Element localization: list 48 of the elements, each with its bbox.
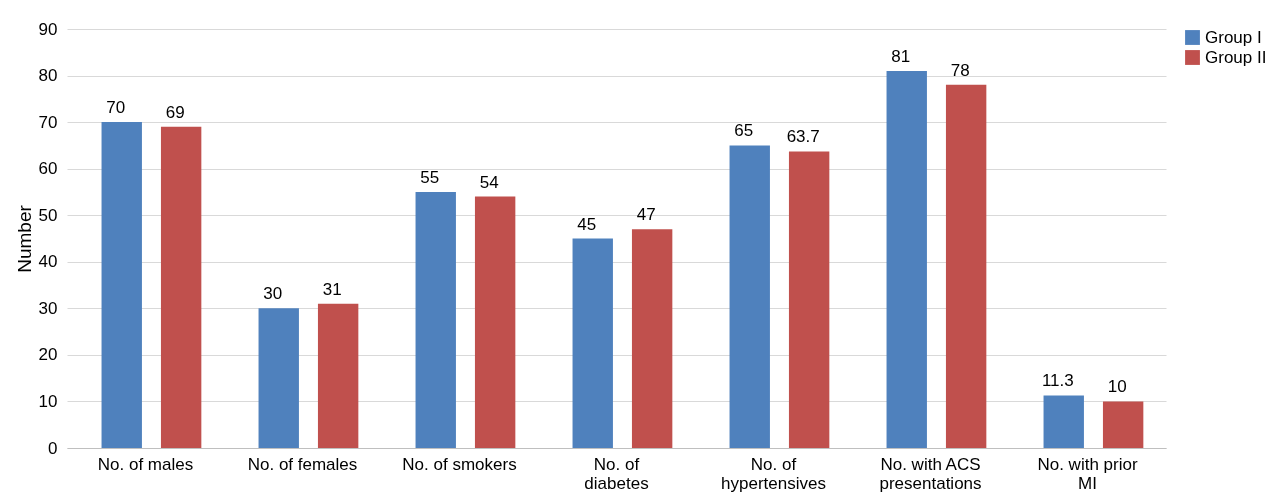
bar <box>886 70 927 448</box>
data-label: 31 <box>322 279 342 299</box>
data-label: 63.7 <box>786 127 820 147</box>
y-tick-label: 90 <box>38 19 58 39</box>
legend-label: Group II <box>1205 47 1267 67</box>
bar <box>572 238 613 448</box>
data-label: 11.3 <box>1041 371 1074 391</box>
bar <box>729 145 770 448</box>
y-tick-label: 20 <box>38 345 58 365</box>
bar <box>317 303 359 448</box>
y-axis-title: Number <box>13 204 35 273</box>
data-label: 65 <box>734 121 754 141</box>
y-tick-label: 30 <box>38 298 58 318</box>
x-tick-label: No. of males <box>97 454 194 474</box>
data-label: 47 <box>636 205 656 225</box>
bar <box>474 196 516 448</box>
bar <box>160 126 202 448</box>
x-tick-label: No. with prior MI <box>1037 454 1138 493</box>
y-tick-label: 10 <box>38 391 58 411</box>
data-label: 81 <box>891 46 911 66</box>
bar <box>101 122 142 448</box>
y-tick-label: 80 <box>38 66 58 86</box>
bar <box>1102 401 1144 448</box>
x-tick-label: No. of females <box>247 454 358 474</box>
x-tick-label: No. of smokers <box>402 454 517 474</box>
data-label: 30 <box>263 284 283 304</box>
data-label: 45 <box>577 214 597 234</box>
bar <box>1043 395 1084 448</box>
x-tick-label: No. of hypertensives <box>721 454 826 493</box>
y-tick-label: 50 <box>38 205 58 225</box>
bar <box>415 191 456 448</box>
bar <box>258 308 299 448</box>
y-tick-label: 40 <box>38 252 58 272</box>
y-tick-label: 0 <box>48 438 58 458</box>
y-tick-label: 70 <box>38 112 58 132</box>
y-tick-label: 60 <box>38 159 58 179</box>
data-label: 69 <box>165 102 185 122</box>
data-label: 70 <box>106 98 126 118</box>
data-label: 54 <box>479 172 499 192</box>
data-label: 10 <box>1107 377 1127 397</box>
bar <box>631 229 673 448</box>
legend-label: Group I <box>1205 27 1262 47</box>
data-label: 55 <box>420 167 440 187</box>
x-tick-label: No. of diabetes <box>584 454 649 493</box>
x-tick-label: No. with ACS presentations <box>879 454 982 493</box>
bar <box>945 84 987 448</box>
data-label: 78 <box>950 60 970 80</box>
bar <box>788 151 830 448</box>
